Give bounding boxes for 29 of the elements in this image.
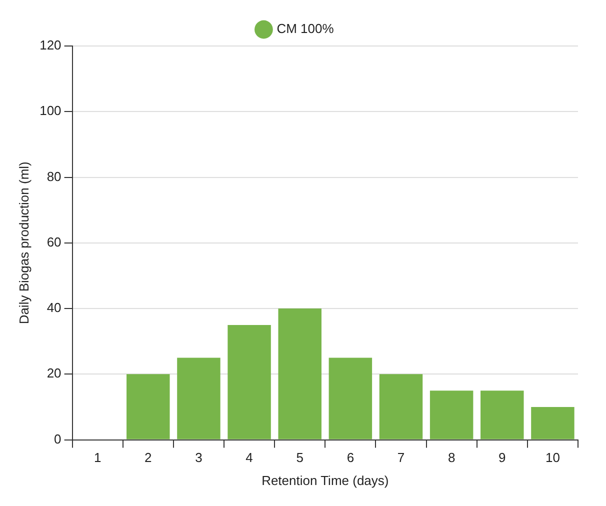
x-tick-label: 3: [195, 450, 202, 466]
x-tick-label: 5: [296, 450, 304, 466]
y-tick-label: 60: [46, 234, 62, 250]
y-tick-label: 120: [40, 38, 62, 53]
y-tick-label: 40: [46, 300, 62, 316]
x-tick-label: 2: [144, 450, 152, 466]
bar: [328, 358, 372, 440]
bar: [278, 308, 322, 440]
x-tick-label: 10: [545, 450, 560, 466]
x-tick-label: 7: [397, 450, 405, 466]
bar: [531, 406, 574, 440]
x-tick-label: 9: [498, 450, 506, 466]
y-tick-label: 20: [46, 366, 62, 381]
bar: [430, 390, 474, 440]
bar: [228, 324, 271, 440]
legend-label: CM 100%: [276, 21, 334, 36]
bar: [480, 390, 524, 440]
y-axis-title: Daily Biogas production (ml): [16, 162, 32, 324]
bar: [177, 358, 220, 440]
x-tick-label: 8: [448, 450, 456, 466]
y-tick-label: 80: [46, 168, 62, 184]
x-tick-label: 1: [94, 450, 102, 466]
x-axis-title: Retention Time (days): [262, 472, 389, 488]
y-tick-label: 0: [54, 431, 62, 446]
x-tick-label: 4: [246, 450, 253, 466]
bar: [379, 374, 423, 440]
y-tick-label: 100: [40, 103, 62, 118]
bar: [126, 374, 170, 440]
x-tick-label: 6: [346, 450, 354, 466]
